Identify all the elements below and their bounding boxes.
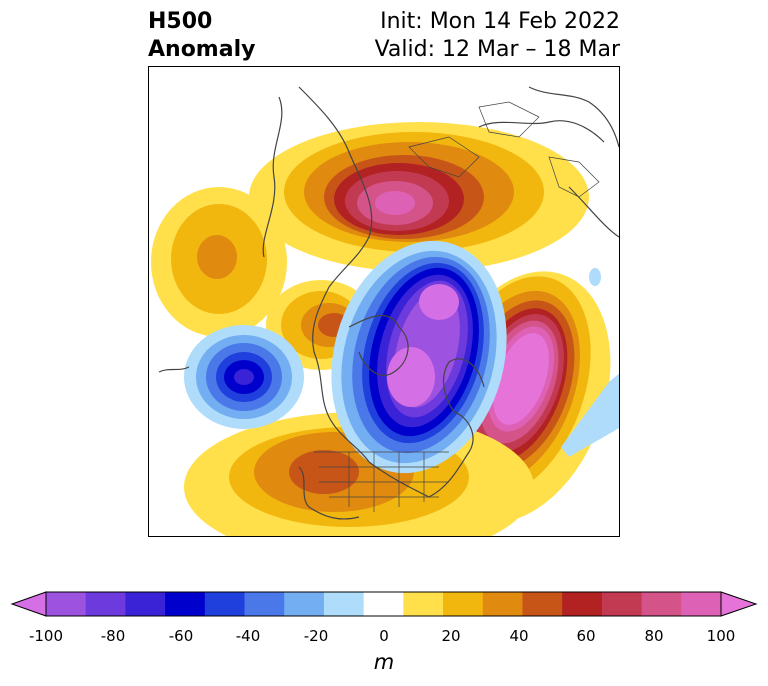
colorbar-segment <box>443 592 484 616</box>
chart-title: H500 Anomaly <box>148 8 255 64</box>
tick-label: -80 <box>100 627 126 645</box>
pacific-low-anomaly <box>184 325 304 429</box>
tick-label: -20 <box>303 627 329 645</box>
title-line-1: H500 <box>148 9 213 34</box>
tick-label: -60 <box>168 627 194 645</box>
tick-label: 80 <box>644 627 664 645</box>
init-date: Init: Mon 14 Feb 2022 <box>380 9 620 34</box>
colorbar-segment <box>681 592 722 616</box>
colorbar-segment <box>482 592 523 616</box>
colorbar-segment <box>363 592 404 616</box>
borders <box>314 101 600 512</box>
valid-range: Valid: 12 Mar – 18 Mar <box>374 37 620 62</box>
colorbar-outline <box>45 591 722 617</box>
canada-low-anomaly <box>331 240 507 474</box>
colorbar-segment <box>403 592 444 616</box>
colorbar-segment <box>244 592 285 616</box>
pacific-high-anomaly <box>151 187 287 337</box>
colorbar-segment <box>323 592 365 616</box>
anomaly-map[interactable] <box>148 66 620 537</box>
anomaly-map-svg <box>151 86 619 536</box>
colorbar-extend-min <box>10 591 47 617</box>
colorbar-segment <box>641 592 682 616</box>
tick-label: 100 <box>706 627 736 645</box>
colorbar-segment <box>125 592 166 616</box>
tick-label: 0 <box>379 627 389 645</box>
colorbar-extend-max <box>720 591 758 617</box>
atlantic-low-anomaly <box>561 268 619 457</box>
colorbar-segment <box>165 592 206 616</box>
arctic-high-anomaly <box>249 122 589 272</box>
colorbar-segment <box>601 592 643 616</box>
colorbar-segment <box>562 592 603 616</box>
tick-label: -100 <box>28 627 64 645</box>
colorbar-segment <box>284 592 325 616</box>
tick-label: -40 <box>235 627 261 645</box>
colorbar <box>10 591 758 617</box>
colorbar-segment <box>522 592 563 616</box>
colorbar-segment <box>46 592 87 616</box>
coastlines <box>158 86 619 520</box>
tick-label: 40 <box>509 627 529 645</box>
colorbar-unit: m <box>373 650 395 674</box>
chart-subtitle: Init: Mon 14 Feb 2022 Valid: 12 Mar – 18… <box>375 8 620 64</box>
tick-label: 20 <box>441 627 461 645</box>
colorbar-segment <box>204 592 246 616</box>
title-line-2: Anomaly <box>148 37 256 62</box>
colorbar-segment <box>85 592 126 616</box>
tick-label: 60 <box>576 627 596 645</box>
